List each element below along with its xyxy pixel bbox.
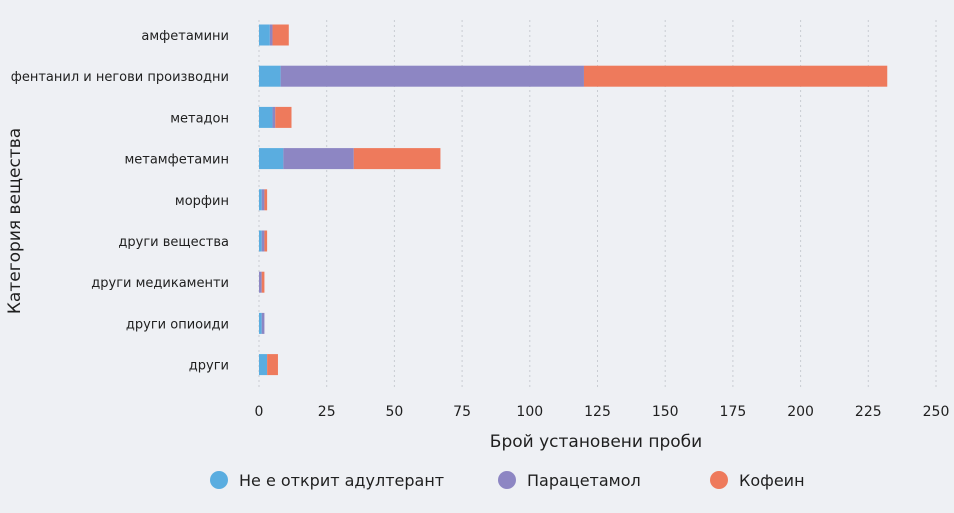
legend-marker [710, 471, 728, 489]
bar-segment [259, 65, 281, 87]
bar-segment [259, 230, 262, 252]
bar-segment [269, 24, 273, 46]
y-axis-title: Категория вещества [5, 128, 25, 314]
x-tick-label: 25 [318, 404, 336, 420]
bar-segment [259, 312, 262, 334]
bar-segment [267, 354, 278, 376]
category-label: метамфетамин [124, 153, 229, 168]
x-tick-label: 125 [584, 404, 611, 420]
bar-segment [261, 230, 265, 252]
legend-marker [210, 471, 228, 489]
bar-segment [259, 148, 284, 170]
x-tick-label: 225 [855, 404, 882, 420]
bar-segment [259, 189, 262, 211]
bar-segment [261, 312, 265, 334]
legend-label: Не е открит адултерант [239, 471, 444, 490]
legend-label: Парацетамол [527, 471, 641, 490]
legend-item: Парацетамол [498, 471, 641, 490]
bar-segment [259, 354, 268, 376]
bars [259, 24, 888, 376]
category-label: други вещества [118, 235, 229, 250]
x-tick-label: 50 [385, 404, 403, 420]
bar-segment [261, 271, 265, 293]
x-tick-label: 0 [255, 404, 264, 420]
bar-segment [280, 65, 584, 87]
bar-segment [264, 189, 268, 211]
category-label: морфин [175, 194, 229, 209]
legend-marker [498, 471, 516, 489]
bar-segment [272, 24, 289, 46]
x-tick-labels: 0 25 50 75 100 125 150 175 200 225 250 [255, 404, 950, 420]
bar-segment [275, 106, 292, 128]
x-axis-title: Брой установени проби [490, 432, 702, 452]
legend: Не е открит адултерант Парацетамол Кофеин [210, 471, 805, 490]
x-tick-label: 100 [516, 404, 543, 420]
x-tick-label: 75 [453, 404, 471, 420]
category-label: други опиоиди [126, 317, 229, 332]
bar-segment [583, 65, 888, 87]
x-tick-label: 250 [923, 404, 950, 420]
bar-segment [261, 189, 265, 211]
category-label: други [189, 359, 229, 374]
legend-item: Кофеин [710, 471, 805, 490]
legend-label: Кофеин [739, 471, 805, 490]
bar-segment [259, 106, 273, 128]
category-label: амфетамини [141, 29, 229, 44]
x-tick-label: 175 [720, 404, 747, 420]
category-label: други медикаменти [91, 276, 229, 291]
category-label: метадон [170, 111, 229, 126]
bar-segment [283, 148, 354, 170]
legend-item: Не е открит адултерант [210, 471, 444, 490]
bar-segment [353, 148, 441, 170]
bar-segment [259, 271, 262, 293]
x-tick-label: 150 [652, 404, 679, 420]
bar-segment [272, 106, 276, 128]
category-labels: амфетамини фентанил и негови производни ме… [11, 29, 229, 374]
bar-segment [259, 24, 270, 46]
x-tick-label: 200 [787, 404, 814, 420]
category-label: фентанил и негови производни [11, 70, 229, 85]
bar-segment [264, 230, 268, 252]
